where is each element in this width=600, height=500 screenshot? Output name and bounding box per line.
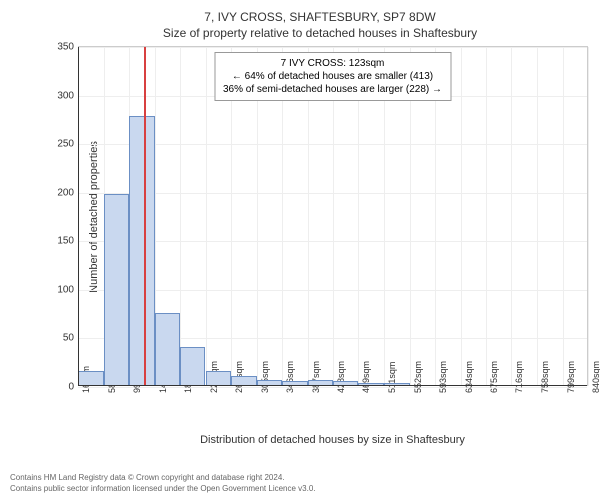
histogram-bar — [282, 381, 307, 386]
info-line-1: 7 IVY CROSS: 123sqm — [223, 57, 442, 70]
x-tick-label: 840sqm — [591, 361, 600, 393]
grid-line-v — [461, 47, 462, 386]
histogram-bar — [155, 313, 180, 386]
grid-line-v — [78, 47, 79, 386]
chart-title: Size of property relative to detached ho… — [50, 26, 590, 40]
footer-line-2: Contains public sector information licen… — [10, 484, 316, 494]
histogram-bar — [257, 380, 282, 386]
x-tick-label: 758sqm — [540, 361, 550, 393]
y-axis-label: Number of detached properties — [88, 141, 100, 293]
grid-line-v — [180, 47, 181, 386]
y-tick-label: 200 — [50, 187, 74, 198]
x-tick-label: 675sqm — [489, 361, 499, 393]
histogram-bar — [129, 116, 154, 386]
grid-line-v — [486, 47, 487, 386]
grid-line-v — [563, 47, 564, 386]
histogram-bar — [78, 371, 104, 386]
histogram-bar — [384, 383, 409, 386]
x-tick-label: 552sqm — [413, 361, 423, 393]
x-tick-label: 346sqm — [285, 361, 295, 393]
histogram-bar — [308, 380, 333, 386]
histogram-bar — [333, 381, 358, 386]
grid-line-v — [588, 47, 589, 386]
x-tick-label: 387sqm — [311, 361, 321, 393]
x-tick-label: 799sqm — [566, 361, 576, 393]
y-tick-label: 150 — [50, 236, 74, 247]
info-line-3: 36% of semi-detached houses are larger (… — [223, 83, 442, 96]
grid-line-v — [537, 47, 538, 386]
grid-line-h — [78, 387, 587, 388]
y-tick-label: 50 — [50, 333, 74, 344]
histogram-bar — [231, 376, 256, 386]
plot-area: Number of detached properties Distributi… — [78, 46, 588, 386]
histogram-bar — [206, 371, 232, 386]
chart-container: 7, IVY CROSS, SHAFTESBURY, SP7 8DW Size … — [50, 10, 590, 460]
marker-line — [144, 47, 146, 386]
y-tick-label: 350 — [50, 42, 74, 53]
histogram-bar — [358, 383, 384, 386]
x-tick-label: 428sqm — [336, 361, 346, 393]
info-box: 7 IVY CROSS: 123sqm ← 64% of detached ho… — [214, 52, 451, 101]
histogram-bar — [104, 194, 129, 386]
x-tick-label: 716sqm — [514, 361, 524, 393]
address-line: 7, IVY CROSS, SHAFTESBURY, SP7 8DW — [50, 10, 590, 24]
grid-line-v — [511, 47, 512, 386]
y-tick-label: 300 — [50, 90, 74, 101]
y-tick-label: 100 — [50, 284, 74, 295]
y-tick-label: 0 — [50, 382, 74, 393]
footer: Contains HM Land Registry data © Crown c… — [10, 473, 316, 494]
x-tick-label: 469sqm — [361, 361, 371, 393]
x-tick-label: 305sqm — [260, 361, 270, 393]
x-tick-label: 634sqm — [464, 361, 474, 393]
y-tick-label: 250 — [50, 139, 74, 150]
x-axis-label: Distribution of detached houses by size … — [78, 434, 587, 446]
footer-line-1: Contains HM Land Registry data © Crown c… — [10, 473, 316, 483]
info-line-2: ← 64% of detached houses are smaller (41… — [223, 70, 442, 83]
histogram-bar — [180, 347, 205, 386]
x-tick-label: 511sqm — [387, 362, 397, 393]
x-tick-label: 593sqm — [438, 361, 448, 393]
grid-line-v — [206, 47, 207, 386]
